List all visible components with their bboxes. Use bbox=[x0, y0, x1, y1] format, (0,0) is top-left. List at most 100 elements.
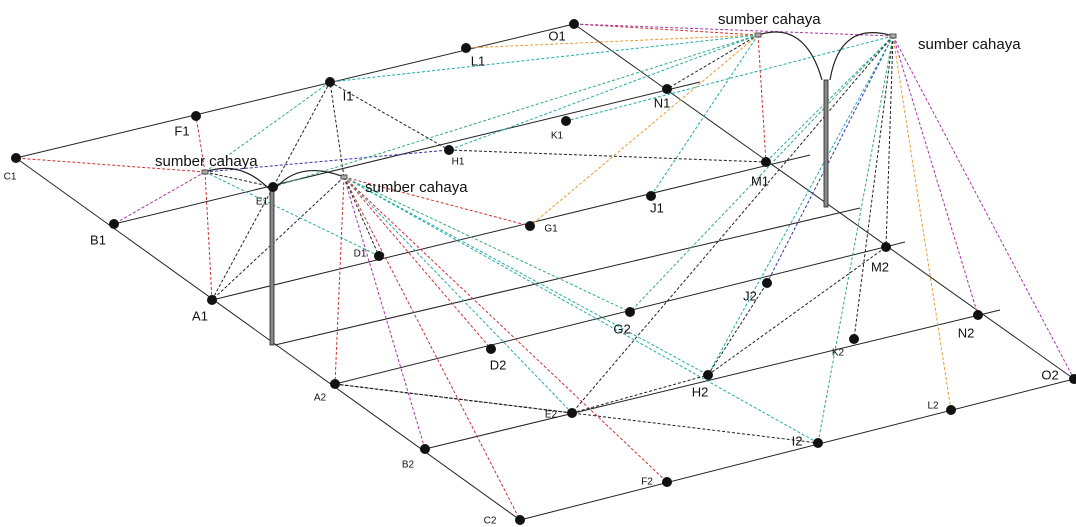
lamp-head bbox=[340, 174, 348, 180]
node-dot bbox=[703, 370, 713, 380]
light-rays bbox=[15, 23, 1075, 521]
light-ray bbox=[571, 35, 894, 414]
node-dot bbox=[444, 145, 454, 155]
light-ray bbox=[765, 35, 894, 163]
light-ray bbox=[204, 171, 274, 188]
node-dot bbox=[515, 515, 525, 525]
node-dot bbox=[461, 43, 471, 53]
node-dot bbox=[374, 251, 384, 261]
light-ray bbox=[885, 35, 894, 248]
node-dot bbox=[330, 379, 340, 389]
node-label: M2 bbox=[871, 259, 889, 274]
node-dot bbox=[662, 84, 672, 94]
node-dot bbox=[761, 157, 771, 167]
connection bbox=[571, 374, 709, 414]
node-dot bbox=[109, 219, 119, 229]
connection bbox=[707, 282, 768, 376]
node-label: E1 bbox=[256, 197, 269, 208]
node-dot bbox=[1069, 374, 1076, 384]
lamp-head bbox=[201, 169, 209, 175]
light-ray bbox=[565, 35, 894, 122]
node-label: K1 bbox=[551, 131, 564, 142]
light-ray bbox=[573, 23, 894, 37]
node-label: L1 bbox=[471, 53, 485, 68]
node-dot bbox=[662, 477, 672, 487]
node-label: B1 bbox=[90, 232, 106, 247]
node-label: J2 bbox=[743, 288, 757, 303]
node-label: C1 bbox=[4, 172, 17, 183]
light-ray bbox=[113, 171, 206, 225]
light-label: sumber cahaya bbox=[365, 179, 468, 196]
node-label: H2 bbox=[692, 384, 709, 399]
light-ray bbox=[329, 81, 345, 178]
connection bbox=[707, 246, 887, 376]
node-dot bbox=[973, 310, 983, 320]
node-label: A2 bbox=[314, 393, 327, 404]
light-label: sumber cahaya bbox=[155, 153, 258, 170]
node-label: K2 bbox=[832, 348, 845, 359]
node-dot bbox=[762, 278, 772, 288]
node-label: D2 bbox=[490, 357, 507, 372]
node-label: G2 bbox=[613, 321, 630, 336]
node-label: I1 bbox=[343, 88, 354, 103]
node-label: I2 bbox=[792, 433, 803, 448]
node-label: O2 bbox=[1041, 367, 1058, 382]
node-label: D1 bbox=[354, 249, 367, 260]
node-dot bbox=[625, 307, 635, 317]
light-label: sumber cahaya bbox=[918, 36, 1021, 53]
light-ray bbox=[666, 34, 759, 90]
light-ray bbox=[343, 176, 521, 521]
light-ray bbox=[343, 176, 668, 483]
node-dot bbox=[881, 242, 891, 252]
light-ray bbox=[465, 34, 759, 49]
node-dot bbox=[561, 116, 571, 126]
light-ray bbox=[529, 34, 759, 227]
light-ray bbox=[204, 171, 213, 301]
node-dot bbox=[268, 182, 278, 192]
light-ray bbox=[343, 176, 819, 444]
node-dot bbox=[486, 344, 496, 354]
light-ray bbox=[817, 35, 894, 444]
node-label: G1 bbox=[544, 224, 558, 235]
connection bbox=[448, 149, 767, 163]
light-ray bbox=[707, 35, 894, 376]
connection bbox=[334, 383, 573, 414]
node-label: M1 bbox=[751, 173, 769, 188]
light-ray bbox=[892, 35, 952, 411]
light-ray bbox=[204, 149, 450, 173]
connection bbox=[329, 81, 450, 151]
light-ray bbox=[334, 176, 345, 385]
light-ray bbox=[343, 176, 631, 313]
lamp-poles bbox=[204, 31, 894, 346]
light-ray bbox=[629, 35, 894, 313]
node-label: C2 bbox=[484, 516, 497, 527]
nodes: C1 F1 I1 L1 O1 B1 E1 H1 K1 N1 A1 D1 G1 J1 M1 A2 D2 G2 J2 M2… bbox=[4, 19, 1076, 527]
node-dot bbox=[813, 438, 823, 448]
light-ray bbox=[892, 35, 1075, 380]
node-label: F2 bbox=[641, 477, 653, 488]
node-label: H1 bbox=[452, 157, 465, 168]
node-label: N1 bbox=[654, 95, 671, 110]
node-label: B2 bbox=[402, 460, 415, 471]
light-ray bbox=[343, 176, 531, 227]
node-label: A1 bbox=[192, 308, 208, 323]
node-dot bbox=[191, 111, 201, 121]
node-label: L2 bbox=[927, 401, 939, 412]
light-ray bbox=[15, 157, 206, 173]
light-ray bbox=[343, 176, 380, 257]
light-ray bbox=[853, 35, 894, 340]
light-ray bbox=[329, 34, 759, 83]
light-ray bbox=[204, 171, 380, 257]
light-ray bbox=[211, 176, 345, 301]
node-dot bbox=[646, 191, 656, 201]
node-label: O1 bbox=[548, 28, 565, 43]
node-dot bbox=[11, 153, 21, 163]
node-label: N2 bbox=[958, 325, 975, 340]
light-ray bbox=[766, 35, 894, 284]
light-ray bbox=[343, 176, 709, 376]
light-ray bbox=[757, 34, 767, 163]
light-ray bbox=[343, 176, 426, 450]
node-dot bbox=[567, 408, 577, 418]
light-labels: sumber cahaya sumber cahaya sumber cahaya s… bbox=[155, 11, 1021, 196]
node-dot bbox=[946, 405, 956, 415]
